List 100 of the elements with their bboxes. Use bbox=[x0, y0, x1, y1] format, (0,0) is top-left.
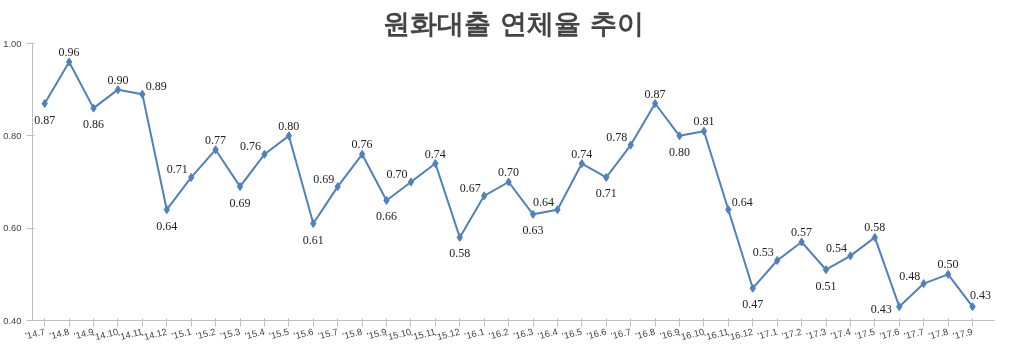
point bbox=[163, 205, 170, 215]
point bbox=[114, 85, 122, 95]
x-tick-label: '17.8 bbox=[927, 326, 950, 342]
data-label: 0.77 bbox=[205, 132, 227, 147]
data-label: 0.43 bbox=[870, 301, 892, 316]
x-tick-label: '16.5 bbox=[561, 326, 584, 342]
point bbox=[505, 177, 512, 187]
x-tick-label: '15.1 bbox=[170, 326, 193, 342]
data-label: 0.80 bbox=[669, 144, 691, 159]
data-label: 0.71 bbox=[166, 162, 188, 177]
x-tick-label: '14.8 bbox=[48, 326, 71, 342]
x-tick-label: '15.12 bbox=[434, 326, 462, 343]
x-tick-label: '16.4 bbox=[536, 326, 559, 342]
x-tick-label: '17.6 bbox=[878, 326, 901, 342]
x-tick-label: '15.8 bbox=[341, 326, 364, 342]
point bbox=[798, 237, 805, 247]
point bbox=[944, 269, 952, 279]
data-label: 0.64 bbox=[731, 194, 753, 209]
x-tick-label: '15.11 bbox=[410, 326, 437, 343]
point bbox=[383, 195, 390, 205]
x-tick-label: '17.3 bbox=[805, 326, 828, 342]
point bbox=[358, 149, 366, 159]
x-tick-label: '14.7 bbox=[24, 326, 46, 342]
x-tick-label: '16.7 bbox=[610, 326, 632, 342]
data-label: 0.70 bbox=[498, 165, 520, 179]
x-tick-label: '14.9 bbox=[72, 326, 95, 342]
data-label: 0.86 bbox=[83, 117, 105, 132]
x-tick-label: '15.2 bbox=[195, 326, 217, 342]
point bbox=[456, 232, 463, 242]
data-label: 0.67 bbox=[459, 180, 481, 195]
x-tick-label: '16.1 bbox=[463, 326, 486, 342]
point bbox=[285, 131, 293, 141]
x-tick-label: '17.4 bbox=[829, 326, 852, 342]
point bbox=[749, 283, 756, 293]
data-label: 0.96 bbox=[58, 44, 80, 59]
point bbox=[334, 182, 341, 192]
point bbox=[603, 172, 610, 182]
data-label: 0.80 bbox=[278, 118, 300, 133]
data-label: 0.76 bbox=[351, 137, 373, 152]
x-tick-label: '17.7 bbox=[903, 326, 925, 342]
x-tick-label: '17.9 bbox=[951, 326, 974, 342]
data-label: 0.90 bbox=[107, 72, 129, 87]
point bbox=[188, 172, 195, 182]
data-label: 0.69 bbox=[313, 171, 335, 186]
point bbox=[41, 99, 48, 109]
x-tick-label: '15.4 bbox=[243, 326, 266, 342]
x-tick-label: '15.7 bbox=[317, 326, 339, 342]
x-tick-label: '14.11 bbox=[117, 326, 144, 343]
point bbox=[627, 140, 634, 150]
data-label: 0.64 bbox=[532, 194, 554, 209]
x-tick-label: '16.12 bbox=[727, 326, 755, 343]
point bbox=[310, 219, 317, 229]
point bbox=[822, 265, 830, 275]
y-tick-label: 0.40 bbox=[3, 315, 22, 326]
x-tick-label: '16.6 bbox=[585, 326, 608, 342]
data-label: 0.53 bbox=[752, 245, 774, 260]
point bbox=[65, 57, 73, 67]
point bbox=[725, 205, 732, 215]
data-label: 0.81 bbox=[693, 114, 715, 129]
data-label: 0.58 bbox=[449, 246, 471, 261]
data-label: 0.58 bbox=[864, 220, 886, 235]
x-tick-label: '16.8 bbox=[634, 326, 657, 342]
point bbox=[896, 302, 903, 312]
data-label: 0.54 bbox=[825, 240, 847, 255]
data-label: 0.89 bbox=[145, 79, 167, 94]
data-label: 0.70 bbox=[386, 167, 408, 181]
point bbox=[920, 279, 927, 289]
y-tick-label: 0.80 bbox=[3, 130, 22, 141]
point bbox=[700, 126, 708, 136]
data-label: 0.74 bbox=[571, 146, 593, 161]
data-label: 0.87 bbox=[644, 86, 666, 101]
chart-title: 원화대출 연체율 추이 bbox=[382, 7, 645, 39]
y-tick-label: 1.00 bbox=[3, 38, 22, 49]
point bbox=[651, 99, 659, 109]
x-tick-label: '15.9 bbox=[365, 326, 388, 342]
data-label: 0.69 bbox=[229, 195, 251, 210]
data-label: 0.78 bbox=[606, 130, 628, 145]
point bbox=[139, 89, 146, 99]
point bbox=[90, 103, 97, 113]
x-tick-label: '14.12 bbox=[141, 326, 169, 343]
x-tick-label: '16.11 bbox=[703, 326, 730, 343]
y-tick-label: 0.60 bbox=[3, 223, 22, 234]
x-tick-label: '17.5 bbox=[854, 326, 877, 342]
point bbox=[774, 255, 781, 265]
x-tick-label: '15.5 bbox=[268, 326, 291, 342]
point bbox=[578, 159, 586, 169]
x-tick-label: '17.2 bbox=[781, 326, 803, 342]
data-label: 0.66 bbox=[376, 209, 398, 224]
data-label: 0.63 bbox=[522, 223, 544, 238]
x-tick-label: '16.2 bbox=[488, 326, 510, 342]
data-label: 0.48 bbox=[899, 268, 921, 283]
data-label: 0.71 bbox=[595, 186, 617, 201]
point bbox=[261, 149, 268, 159]
x-tick-label: '16.3 bbox=[512, 326, 535, 342]
data-label: 0.61 bbox=[302, 232, 324, 247]
x-tick-label: '15.6 bbox=[292, 326, 315, 342]
point bbox=[871, 232, 879, 242]
data-label: 0.87 bbox=[34, 112, 56, 127]
data-label: 0.51 bbox=[815, 278, 837, 293]
point bbox=[969, 302, 976, 312]
